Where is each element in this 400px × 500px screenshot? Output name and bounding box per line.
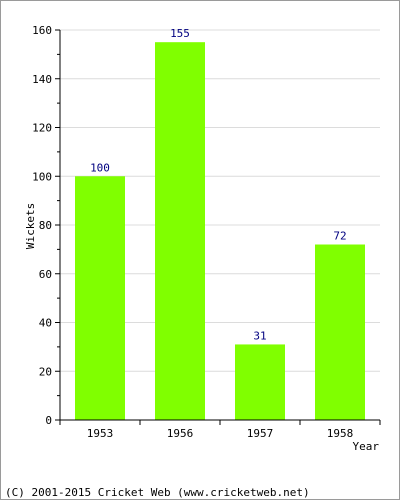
y-tick-label: 20 (39, 365, 52, 378)
y-tick-label: 60 (39, 268, 52, 281)
y-tick-label: 160 (32, 24, 52, 37)
x-tick-label: 1953 (87, 427, 114, 440)
x-tick-label: 1958 (327, 427, 354, 440)
data-label: 155 (170, 27, 190, 40)
x-tick-label: 1957 (247, 427, 274, 440)
bar-1958 (315, 244, 365, 420)
y-tick-label: 40 (39, 317, 52, 330)
data-label: 72 (333, 230, 346, 243)
bars (75, 42, 365, 420)
data-labels: 100 155 31 72 (90, 27, 347, 342)
data-label: 100 (90, 161, 110, 174)
x-tick-label: 1956 (167, 427, 194, 440)
y-tick-label: 100 (32, 170, 52, 183)
y-axis-label: Wickets (24, 203, 37, 249)
y-tick-label: 140 (32, 73, 52, 86)
y-tick-label: 0 (45, 414, 52, 427)
y-tick-label: 80 (39, 219, 52, 232)
footer-credit: (C) 2001-2015 Cricket Web (www.cricketwe… (5, 486, 310, 499)
y-ticks: 0 20 40 60 80 100 120 140 160 (32, 24, 60, 427)
bar-1956 (155, 42, 205, 420)
bar-1957 (235, 344, 285, 420)
y-tick-label: 120 (32, 122, 52, 135)
data-label: 31 (253, 329, 266, 342)
bar-1953 (75, 176, 125, 420)
x-ticks: 1953 1956 1957 1958 (59, 420, 381, 440)
x-axis-label: Year (353, 440, 380, 453)
